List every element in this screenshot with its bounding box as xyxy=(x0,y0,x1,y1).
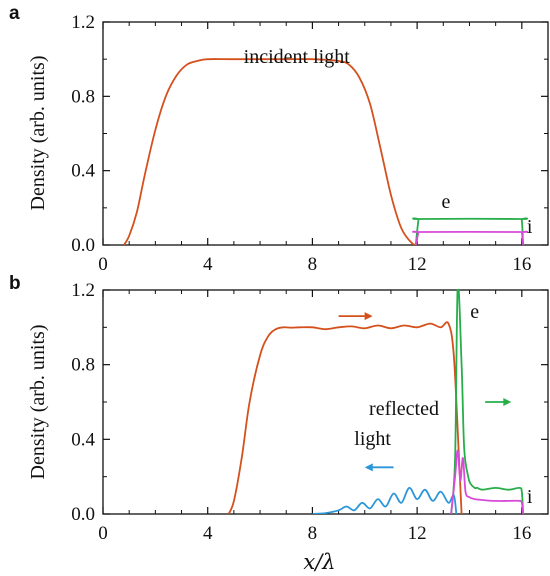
x-tick-label: 12 xyxy=(408,523,427,544)
x-tick-label: 12 xyxy=(408,254,427,275)
y-tick-label: 0.0 xyxy=(71,235,95,256)
series-group xyxy=(123,58,529,245)
series-line-e xyxy=(412,217,529,245)
series-group xyxy=(227,289,524,514)
direction-arrow-green xyxy=(485,398,512,406)
x-tick-label: 4 xyxy=(203,523,213,544)
panel-a: a 0 4 8 12 16 0.0 0.4 0.8 1.2 Density (arb. units… xyxy=(9,3,549,275)
x-tick-label: 0 xyxy=(98,523,108,544)
panel-a-letter: a xyxy=(9,3,20,24)
plot-frame xyxy=(102,289,549,515)
direction-arrow-blue xyxy=(364,463,394,472)
y-tick-label: 0.0 xyxy=(71,504,95,525)
series-line-i xyxy=(412,230,529,245)
x-tick-label: 0 xyxy=(98,254,108,275)
direction-arrow-orange xyxy=(338,312,373,321)
y-axis-label: Density (arb. units) xyxy=(27,56,49,211)
annotation-label: e xyxy=(441,191,450,213)
y-tick-label: 0.8 xyxy=(71,355,95,376)
annotation-label: i xyxy=(527,486,533,508)
x-tick-label: 8 xyxy=(308,523,318,544)
panel-b-letter: b xyxy=(9,273,21,294)
y-axis-label: Density (arb. units) xyxy=(27,325,49,480)
x-tick-label: 8 xyxy=(308,254,318,275)
x-axis-label: x/λ xyxy=(303,550,335,574)
panel-b: b 0 4 8 12 16 0.0 0.4 0.8 1.2 Density (arb. units… xyxy=(9,273,549,574)
y-tick-label: 1.2 xyxy=(71,280,95,301)
series-line-incident xyxy=(227,321,463,514)
series-line-reflected xyxy=(312,487,458,514)
annotation-label: incident light xyxy=(244,46,351,68)
x-tick-label: 16 xyxy=(512,254,531,275)
x-tick-label: 16 xyxy=(512,523,531,544)
annotation-label: reflected xyxy=(369,398,439,420)
y-tick-label: 0.4 xyxy=(71,161,95,182)
annotation-label: light xyxy=(354,428,391,450)
series-line-e xyxy=(450,289,524,514)
series-line-incident xyxy=(123,58,418,245)
y-tick-label: 0.4 xyxy=(71,429,95,450)
annotation-label: e xyxy=(470,301,479,323)
series-line-i xyxy=(450,449,524,514)
y-tick-label: 0.8 xyxy=(71,86,95,107)
annotation-label: i xyxy=(527,216,533,238)
y-tick-label: 1.2 xyxy=(71,12,95,33)
x-tick-label: 4 xyxy=(203,254,213,275)
